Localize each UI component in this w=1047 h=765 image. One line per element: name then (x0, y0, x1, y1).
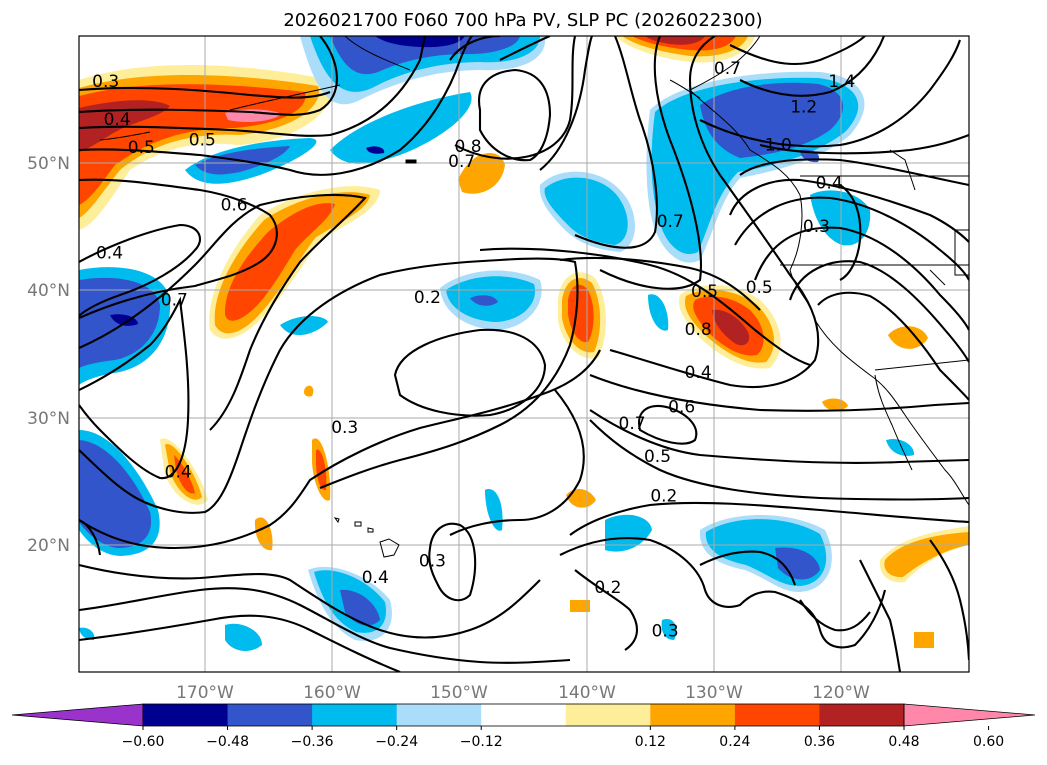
contour-label: 0.7 (714, 59, 741, 79)
contour-label: 0.5 (691, 282, 718, 302)
colorbar-extend-high (903, 703, 1036, 727)
colorbar-bin (650, 704, 736, 726)
colorbar-bin (565, 704, 651, 726)
contour-label: 0.3 (50, 245, 77, 265)
contour-label: 0.3 (803, 217, 830, 237)
x-tick-label: 170°W (176, 683, 234, 703)
contour-label: 0.4 (362, 568, 389, 588)
colorbar: −0.60 −0.48 −0.36 −0.24 −0.12 0.12 0.24 0.36 0.4… (11, 703, 1036, 750)
slp-contours (79, 36, 969, 672)
contour-label: 0.8 (455, 137, 482, 157)
contour-label: 0.5 (128, 138, 155, 158)
x-axis-ticks: 170°W 160°W 150°W 140°W 130°W 120°W (176, 683, 870, 703)
contour-label: 0.8 (752, 21, 779, 41)
contour-label: 0.7 (657, 212, 684, 232)
gridlines (79, 36, 969, 672)
contour-label: 0.4 (816, 174, 843, 194)
x-tick-label: 140°W (558, 683, 616, 703)
y-axis-ticks: 50°N 40°N 30°N 20°N (27, 154, 70, 556)
colorbar-bin (734, 704, 820, 726)
hawaii-islands (333, 159, 417, 558)
x-tick-label: 150°W (430, 683, 488, 703)
colorbar-bin (481, 704, 567, 726)
contour-label: 0.3 (419, 551, 446, 571)
contour-label: 0.5 (189, 130, 216, 150)
contour-label: 0.4 (104, 110, 131, 130)
colorbar-tick-label: −0.36 (291, 734, 334, 750)
y-tick-label: 30°N (27, 409, 70, 429)
contour-label: 1.0 (765, 135, 792, 155)
colorbar-tick-label: −0.48 (206, 734, 249, 750)
plot-frame (78, 35, 970, 673)
contour-label: 0.5 (644, 447, 671, 467)
contour-label: 0.4 (165, 462, 192, 482)
contour-label: 0.8 (685, 320, 712, 340)
y-tick-label: 20°N (27, 536, 70, 556)
contour-label: 0.7 (619, 414, 646, 434)
colorbar-frame (142, 703, 905, 727)
colorbar-tick-label: −0.12 (460, 734, 503, 750)
colorbar-bin (396, 704, 482, 726)
contour-label-layer: 0.30.40.5 0.50.60.70.3 0.40.80.70.20.30.40… (4, 21, 855, 641)
contour-label: 1.4 (828, 72, 855, 92)
colorbar-tick-label: 0.12 (635, 734, 666, 750)
contour-label-bg (49, 247, 79, 265)
colorbar-tick-label: 0.36 (804, 734, 835, 750)
contour-label: 0.3 (331, 418, 358, 438)
contour-label: 0.7 (448, 152, 475, 172)
colorbar-tick-label: −0.60 (122, 734, 165, 750)
colorbar-extend-low (11, 703, 144, 727)
colorbar-tick-label: −0.24 (375, 734, 418, 750)
colorbar-bin (819, 704, 905, 726)
chart-title: 2026021700 F060 700 hPa PV, SLP PC (2026… (283, 10, 762, 31)
contour-label: 0.7 (161, 291, 188, 311)
contour-label: 0.6 (221, 195, 248, 215)
contour-label: 0.2 (414, 288, 441, 308)
x-tick-label: 130°W (685, 683, 743, 703)
colorbar-bin (143, 704, 229, 726)
colorbar-tick-label: 0.24 (719, 734, 750, 750)
coastlines (99, 36, 969, 506)
x-tick-label: 120°W (812, 683, 870, 703)
x-tick-label: 160°W (303, 683, 361, 703)
colorbar-tick-label: 0.48 (888, 734, 919, 750)
y-tick-label: 50°N (27, 154, 70, 174)
contour-label: 0.6 (668, 398, 695, 418)
contour-label: 0.2 (650, 487, 677, 507)
contour-label: 0.2 (6, 502, 33, 522)
contour-label: 0.4 (96, 244, 123, 264)
contour-label: 0.3 (652, 621, 679, 641)
contour-label: 0.3 (92, 72, 119, 92)
contour-label: 0.4 (685, 363, 712, 383)
contour-label: 0.2 (594, 578, 621, 598)
colorbar-tick-label: 0.60 (973, 734, 1004, 750)
colorbar-bin (227, 704, 313, 726)
contour-label: 0.5 (746, 278, 773, 298)
contour-label: 1.2 (790, 97, 817, 117)
y-tick-label: 40°N (27, 281, 70, 301)
colorbar-bin (312, 704, 398, 726)
contour-label-bg (4, 504, 34, 522)
